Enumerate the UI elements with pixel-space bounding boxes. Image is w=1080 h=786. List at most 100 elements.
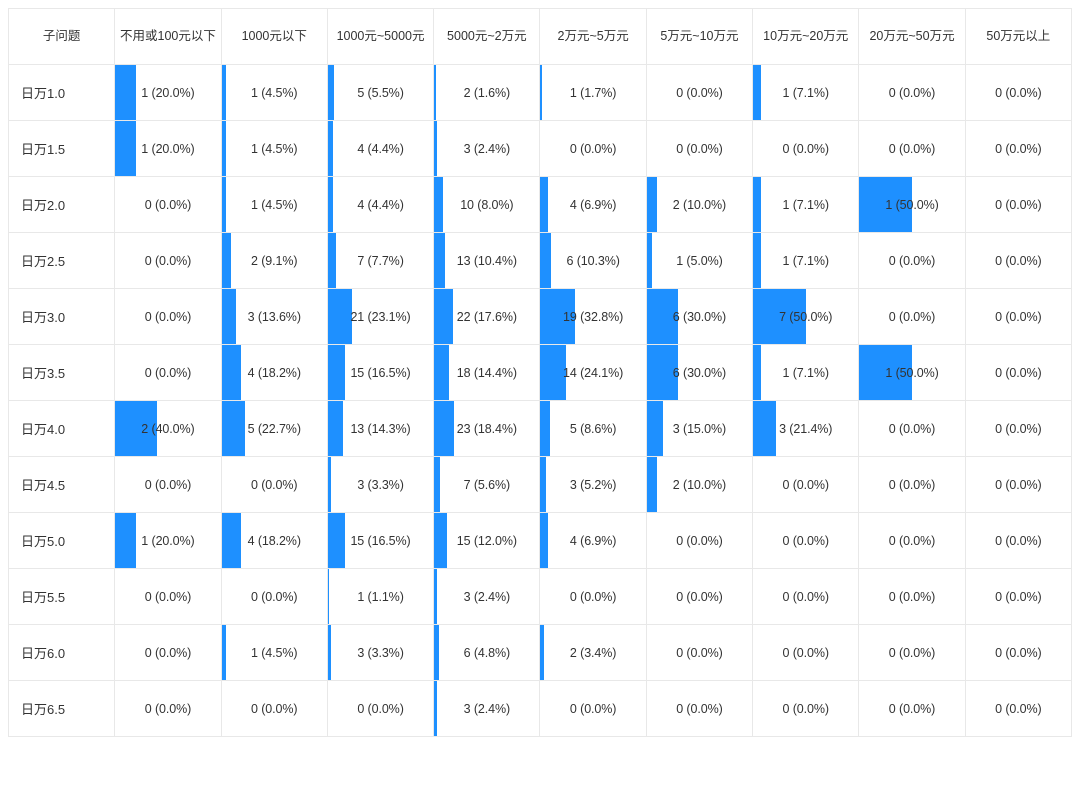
- cell-label: 2 (3.4%): [540, 625, 645, 680]
- data-cell: 0 (0.0%): [646, 121, 752, 177]
- cell-label: 0 (0.0%): [966, 457, 1071, 512]
- cell-label: 1 (4.5%): [222, 177, 327, 232]
- cell-label: 2 (10.0%): [647, 457, 752, 512]
- cell-label: 0 (0.0%): [966, 177, 1071, 232]
- cell-label: 0 (0.0%): [647, 681, 752, 736]
- cell-label: 0 (0.0%): [647, 65, 752, 120]
- cell-label: 0 (0.0%): [115, 289, 220, 344]
- cell-label: 0 (0.0%): [753, 513, 858, 568]
- data-cell: 0 (0.0%): [859, 569, 965, 625]
- data-cell: 0 (0.0%): [327, 681, 433, 737]
- cell-label: 5 (8.6%): [540, 401, 645, 456]
- cell-label: 0 (0.0%): [859, 681, 964, 736]
- cell-label: 3 (2.4%): [434, 681, 539, 736]
- cell-label: 1 (1.1%): [328, 569, 433, 624]
- data-cell: 0 (0.0%): [646, 681, 752, 737]
- table-row: 日万3.50 (0.0%)4 (18.2%)15 (16.5%)18 (14.4…: [9, 345, 1072, 401]
- cell-label: 15 (16.5%): [328, 345, 433, 400]
- data-cell: 0 (0.0%): [859, 513, 965, 569]
- cell-label: 0 (0.0%): [966, 401, 1071, 456]
- cell-label: 1 (20.0%): [115, 513, 220, 568]
- data-cell: 13 (10.4%): [434, 233, 540, 289]
- row-label: 日万4.5: [9, 457, 115, 513]
- cell-label: 0 (0.0%): [647, 513, 752, 568]
- data-cell: 7 (5.6%): [434, 457, 540, 513]
- data-cell: 0 (0.0%): [115, 177, 221, 233]
- cell-label: 3 (3.3%): [328, 625, 433, 680]
- data-cell: 1 (4.5%): [221, 625, 327, 681]
- data-cell: 3 (21.4%): [753, 401, 859, 457]
- table-header: 子问题不用或100元以下1000元以下1000元~5000元5000元~2万元2…: [9, 9, 1072, 65]
- table-row: 日万2.00 (0.0%)1 (4.5%)4 (4.4%)10 (8.0%)4 …: [9, 177, 1072, 233]
- cell-label: 3 (13.6%): [222, 289, 327, 344]
- data-cell: 15 (16.5%): [327, 345, 433, 401]
- cell-label: 0 (0.0%): [966, 345, 1071, 400]
- data-cell: 0 (0.0%): [965, 65, 1071, 121]
- cell-label: 7 (50.0%): [753, 289, 858, 344]
- data-cell: 1 (1.7%): [540, 65, 646, 121]
- data-cell: 0 (0.0%): [859, 681, 965, 737]
- cell-label: 1 (50.0%): [859, 345, 964, 400]
- row-label: 日万3.0: [9, 289, 115, 345]
- data-cell: 23 (18.4%): [434, 401, 540, 457]
- cell-label: 13 (10.4%): [434, 233, 539, 288]
- cell-label: 4 (6.9%): [540, 177, 645, 232]
- data-cell: 1 (7.1%): [753, 345, 859, 401]
- table-row: 日万5.01 (20.0%)4 (18.2%)15 (16.5%)15 (12.…: [9, 513, 1072, 569]
- data-cell: 4 (6.9%): [540, 513, 646, 569]
- cell-label: 0 (0.0%): [859, 457, 964, 512]
- cell-label: 3 (2.4%): [434, 569, 539, 624]
- data-cell: 1 (5.0%): [646, 233, 752, 289]
- data-cell: 0 (0.0%): [115, 233, 221, 289]
- data-cell: 5 (8.6%): [540, 401, 646, 457]
- cell-label: 19 (32.8%): [540, 289, 645, 344]
- cell-label: 1 (1.7%): [540, 65, 645, 120]
- data-cell: 0 (0.0%): [965, 289, 1071, 345]
- data-cell: 6 (4.8%): [434, 625, 540, 681]
- row-label: 日万1.5: [9, 121, 115, 177]
- data-cell: 13 (14.3%): [327, 401, 433, 457]
- data-cell: 0 (0.0%): [646, 513, 752, 569]
- cell-label: 1 (7.1%): [753, 233, 858, 288]
- row-label: 日万2.5: [9, 233, 115, 289]
- cell-label: 0 (0.0%): [753, 569, 858, 624]
- cell-label: 1 (7.1%): [753, 177, 858, 232]
- cell-label: 0 (0.0%): [540, 569, 645, 624]
- row-label: 日万6.0: [9, 625, 115, 681]
- column-header-4: 5000元~2万元: [434, 9, 540, 65]
- data-cell: 0 (0.0%): [965, 401, 1071, 457]
- cell-label: 1 (20.0%): [115, 121, 220, 176]
- cell-label: 1 (5.0%): [647, 233, 752, 288]
- table-row: 日万6.50 (0.0%)0 (0.0%)0 (0.0%)3 (2.4%)0 (…: [9, 681, 1072, 737]
- data-cell: 4 (18.2%): [221, 513, 327, 569]
- column-header-8: 20万元~50万元: [859, 9, 965, 65]
- data-cell: 0 (0.0%): [965, 177, 1071, 233]
- data-cell: 19 (32.8%): [540, 289, 646, 345]
- data-cell: 1 (7.1%): [753, 233, 859, 289]
- data-cell: 14 (24.1%): [540, 345, 646, 401]
- cell-label: 6 (30.0%): [647, 289, 752, 344]
- data-cell: 0 (0.0%): [646, 65, 752, 121]
- data-cell: 0 (0.0%): [540, 569, 646, 625]
- data-cell: 0 (0.0%): [965, 569, 1071, 625]
- data-cell: 1 (7.1%): [753, 65, 859, 121]
- cell-label: 0 (0.0%): [222, 457, 327, 512]
- data-cell: 1 (20.0%): [115, 121, 221, 177]
- cell-label: 0 (0.0%): [540, 681, 645, 736]
- cell-label: 0 (0.0%): [222, 569, 327, 624]
- data-cell: 3 (2.4%): [434, 569, 540, 625]
- data-cell: 4 (18.2%): [221, 345, 327, 401]
- cell-label: 18 (14.4%): [434, 345, 539, 400]
- column-header-3: 1000元~5000元: [327, 9, 433, 65]
- cell-label: 0 (0.0%): [115, 233, 220, 288]
- cell-label: 7 (5.6%): [434, 457, 539, 512]
- column-header-0: 子问题: [9, 9, 115, 65]
- data-cell: 0 (0.0%): [859, 457, 965, 513]
- data-cell: 3 (3.3%): [327, 457, 433, 513]
- data-cell: 0 (0.0%): [540, 681, 646, 737]
- cell-label: 4 (18.2%): [222, 345, 327, 400]
- data-cell: 1 (4.5%): [221, 65, 327, 121]
- column-header-1: 不用或100元以下: [115, 9, 221, 65]
- data-cell: 2 (10.0%): [646, 457, 752, 513]
- data-cell: 2 (1.6%): [434, 65, 540, 121]
